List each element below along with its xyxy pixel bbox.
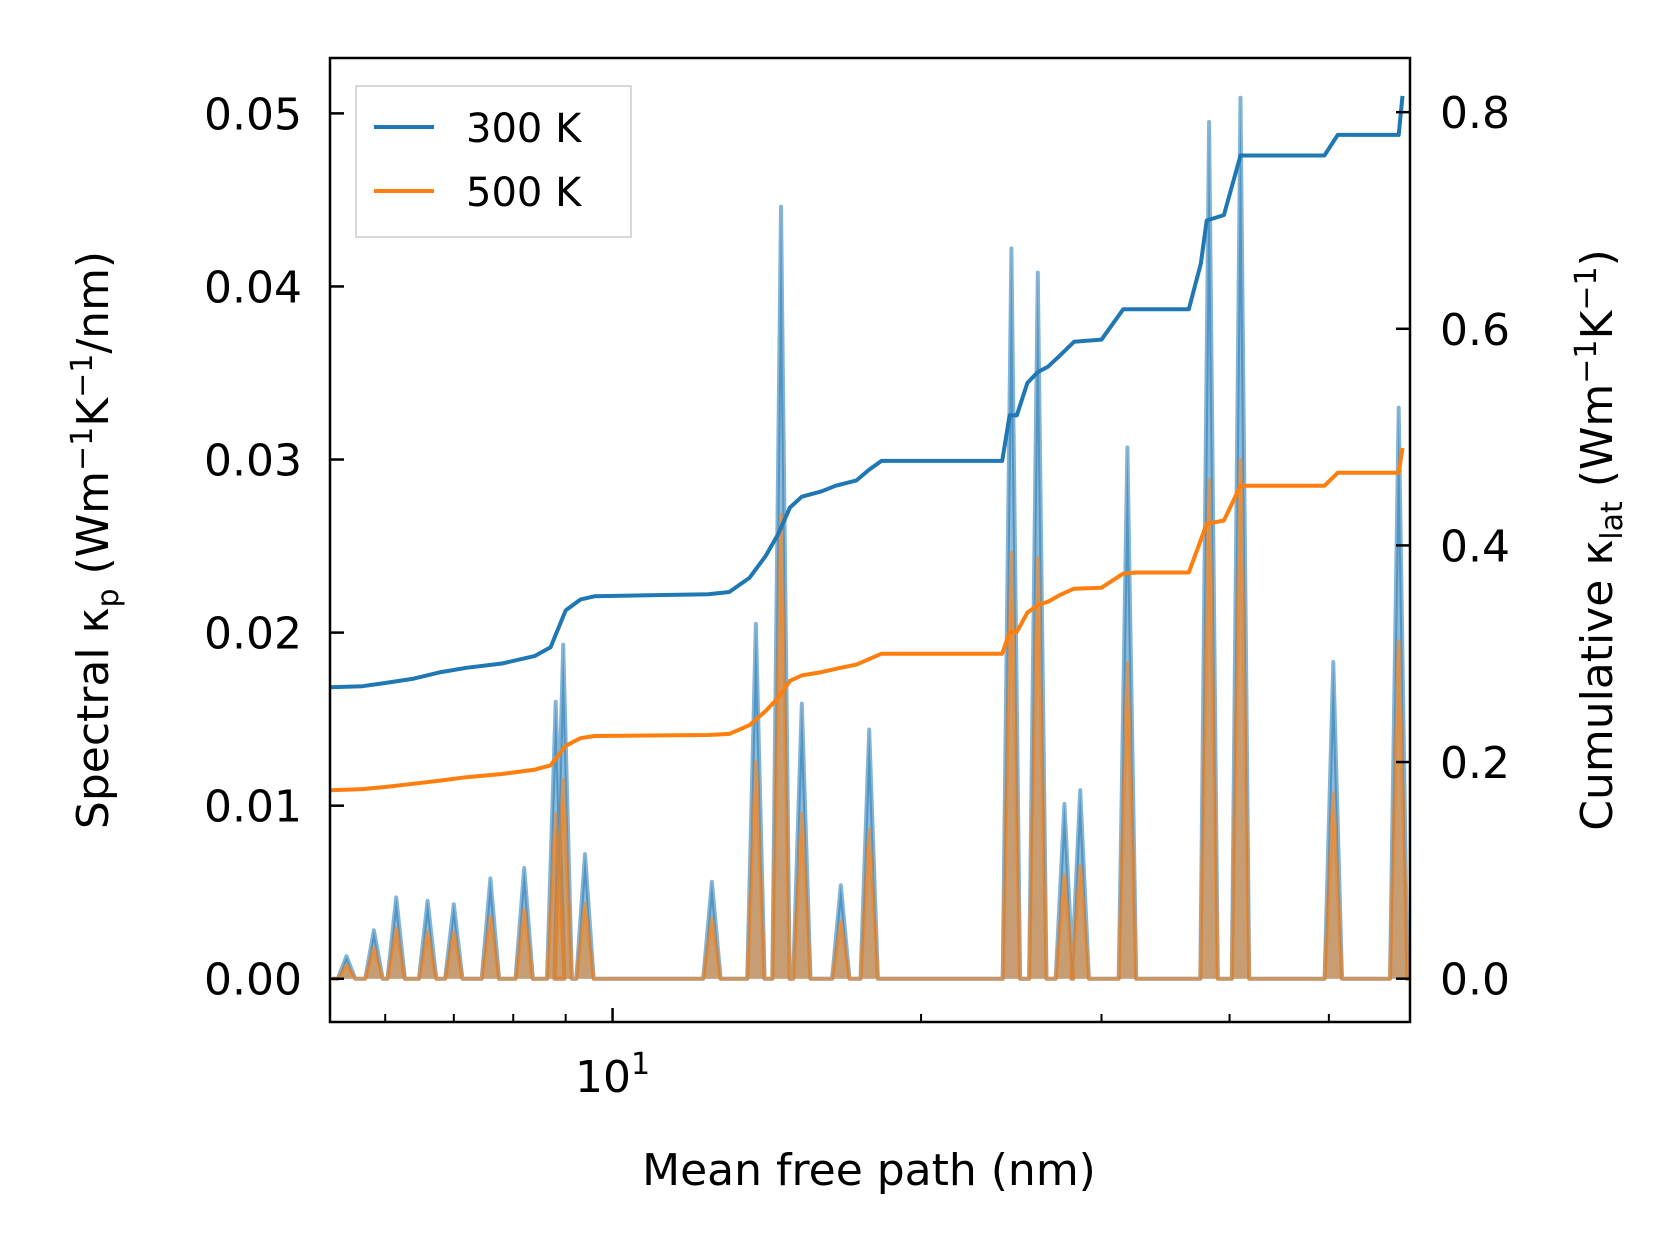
cumulative-300k-line	[329, 95, 1405, 690]
right-label-units-open: (Wm	[1572, 384, 1623, 502]
spectral-500k-fill	[332, 459, 1408, 979]
cumulative-500k-line	[329, 447, 1405, 793]
left-label-units-mid: K	[68, 397, 119, 427]
left-label-units-close: /nm)	[68, 251, 119, 354]
spectral-series	[332, 95, 1410, 981]
right-label-units-close: )	[1572, 249, 1623, 266]
left-label-units-open: (Wm	[68, 471, 119, 589]
axes: 0.00 0.01 0.02 0.03 0.04 0.05 0.0 0.2 0.4 0.6 0.8 1…	[204, 56, 1510, 1103]
left-tick-label: 0.05	[204, 89, 302, 140]
left-tick-label: 0.02	[204, 609, 302, 660]
left-label-sub: p	[91, 588, 126, 607]
left-tick-label: 0.03	[204, 436, 302, 487]
right-label-main: Cumulative κ	[1572, 540, 1623, 831]
right-label-units-mid: K	[1572, 309, 1623, 339]
left-label-exp2: −1	[65, 354, 100, 398]
cumulative-series	[329, 95, 1405, 793]
x-tick-base: 10	[575, 1052, 631, 1103]
legend: 300 K 500 K	[355, 85, 632, 238]
left-tick-label: 0.01	[204, 782, 302, 833]
right-tick-label: 0.2	[1440, 738, 1510, 789]
plot-frame	[328, 56, 1412, 1024]
legend-label-500k: 500 K	[466, 170, 583, 216]
spectral-500k-line	[332, 457, 1410, 981]
right-y-axis-label: Cumulative κlat (Wm−1K−1)	[1569, 249, 1630, 831]
x-tick-exp: 1	[631, 1047, 650, 1082]
right-tick-label: 0.8	[1440, 88, 1510, 139]
legend-label-300k: 300 K	[466, 106, 583, 152]
right-label-sub: lat	[1595, 501, 1630, 540]
left-label-exp1: −1	[65, 427, 100, 471]
x-tick-label: 101	[575, 1047, 650, 1103]
legend-frame	[355, 85, 632, 238]
x-axis-label: Mean free path (nm)	[642, 1145, 1096, 1196]
right-tick-label: 0.0	[1440, 955, 1510, 1006]
left-label-main: Spectral κ	[68, 608, 119, 830]
left-tick-label: 0.04	[204, 262, 302, 313]
left-tick-label: 0.00	[204, 955, 302, 1006]
right-label-exp1: −1	[1569, 339, 1604, 383]
right-label-exp2: −1	[1569, 266, 1604, 310]
right-tick-label: 0.4	[1440, 521, 1510, 572]
left-y-axis-label: Spectral κp (Wm−1K−1/nm)	[65, 251, 126, 829]
right-tick-label: 0.6	[1440, 305, 1510, 356]
